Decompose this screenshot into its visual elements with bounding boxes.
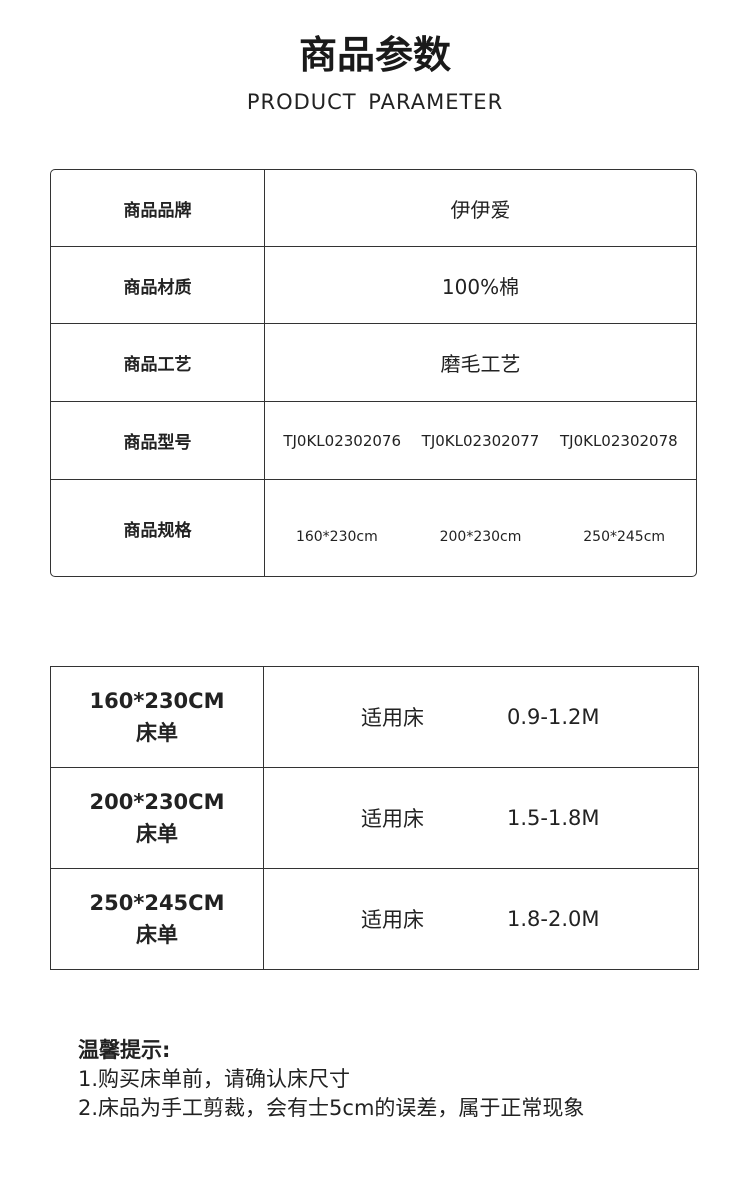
bed-size: 1.5-1.8M	[507, 806, 600, 830]
size-cell: 160*230CM 床单	[51, 667, 264, 767]
parameter-table: 商品品牌 伊伊爱 商品材质 100%棉 商品工艺 磨毛工艺 商品型号 TJ0KL0230…	[50, 169, 697, 577]
bed-size: 1.8-2.0M	[507, 907, 600, 931]
size-cell: 250*245CM 床单	[51, 869, 264, 969]
bed-cell: 适用床 1.8-2.0M	[264, 869, 698, 969]
param-value: 160*230cm 200*230cm 250*245cm	[265, 480, 696, 576]
size-table: 160*230CM 床单 适用床 0.9-1.2M 200*230CM 床单 适用床 1.5…	[50, 666, 699, 970]
table-row: 商品规格 160*230cm 200*230cm 250*245cm	[51, 480, 696, 576]
product-name: 床单	[136, 822, 178, 846]
tip-line: 2.床品为手工剪裁，会有士5cm的误差，属于正常现象	[78, 1096, 585, 1120]
param-label: 商品品牌	[51, 170, 265, 246]
table-row: 200*230CM 床单 适用床 1.5-1.8M	[51, 768, 698, 869]
spec-size: 250*245cm	[583, 529, 666, 545]
size-cell: 200*230CM 床单	[51, 768, 264, 868]
table-row: 商品工艺 磨毛工艺	[51, 324, 696, 402]
table-row: 商品型号 TJ0KL02302076 TJ0KL02302077 TJ0KL02302…	[51, 402, 696, 480]
bed-cell: 适用床 0.9-1.2M	[264, 667, 698, 767]
bed-cell: 适用床 1.5-1.8M	[264, 768, 698, 868]
bed-label: 适用床	[361, 807, 424, 831]
param-label: 商品型号	[51, 402, 265, 479]
model-number: TJ0KL02302077	[421, 431, 540, 450]
param-label: 商品规格	[51, 480, 265, 576]
tips: 温馨提示: 1.购买床单前，请确认床尺寸 2.床品为手工剪裁，会有士5cm的误差…	[78, 1036, 584, 1123]
size-label: 160*230CM	[89, 689, 225, 713]
spec-size: 200*230cm	[439, 529, 522, 545]
size-label: 200*230CM	[89, 790, 225, 814]
product-name: 床单	[136, 721, 178, 745]
page-subtitle: PRODUCT PARAMETER	[246, 90, 504, 114]
param-value: TJ0KL02302076 TJ0KL02302077 TJ0KL02302078	[265, 402, 696, 479]
bed-size: 0.9-1.2M	[507, 705, 600, 729]
model-number: TJ0KL02302078	[559, 431, 678, 450]
tips-heading: 温馨提示:	[78, 1038, 171, 1062]
tip-line: 1.购买床单前，请确认床尺寸	[78, 1067, 351, 1091]
bed-label: 适用床	[361, 706, 424, 730]
param-label: 商品材质	[51, 247, 265, 323]
param-value: 伊伊爱	[450, 197, 511, 222]
table-row: 160*230CM 床单 适用床 0.9-1.2M	[51, 667, 698, 768]
param-value: 磨毛工艺	[440, 352, 521, 376]
size-label: 250*245CM	[89, 891, 225, 915]
spec-size: 160*230cm	[295, 529, 378, 545]
table-row: 商品材质 100%棉	[51, 247, 696, 324]
param-label: 商品工艺	[51, 324, 265, 401]
page-title: 商品参数	[298, 33, 451, 77]
model-number: TJ0KL02302076	[283, 431, 401, 450]
table-row: 250*245CM 床单 适用床 1.8-2.0M	[51, 869, 698, 969]
param-value: 100%棉	[441, 274, 520, 299]
product-name: 床单	[136, 923, 178, 947]
table-row: 商品品牌 伊伊爱	[51, 170, 696, 247]
bed-label: 适用床	[361, 908, 424, 932]
